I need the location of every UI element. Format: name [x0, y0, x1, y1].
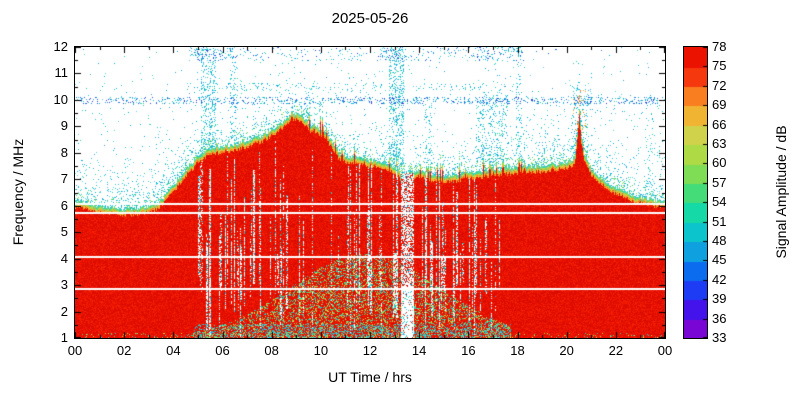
colorbar-tick-label: 42: [712, 271, 727, 287]
x-tick-label: 06: [215, 343, 230, 358]
x-tick-label: 10: [313, 343, 329, 358]
x-tick-label: 02: [116, 343, 132, 358]
y-tick-label: 12: [53, 39, 68, 54]
colorbar-tick-label: 36: [712, 310, 727, 326]
plot-area: [74, 46, 666, 339]
colorbar-canvas: [684, 47, 707, 338]
y-tick-label: 4: [60, 250, 68, 266]
x-tick-label: 00: [657, 343, 673, 358]
colorbar-tick-label: 33: [712, 330, 727, 345]
x-tick-label: 14: [411, 343, 427, 358]
colorbar-tick-label: 48: [712, 233, 727, 248]
colorbar-tick-label: 57: [712, 174, 727, 190]
colorbar-tick-label: 51: [712, 213, 727, 229]
colorbar-tick-label: 66: [712, 116, 727, 132]
x-tick-label: 12: [362, 343, 378, 358]
heatmap-canvas: [75, 47, 665, 338]
colorbar-tick-label: 72: [712, 77, 727, 93]
x-axis-label: UT Time / hrs: [328, 369, 412, 385]
y-tick-label: 6: [60, 197, 68, 213]
x-tick-label: 16: [461, 343, 476, 358]
x-tick-label: 04: [166, 343, 181, 358]
x-tick-label: 08: [264, 343, 279, 358]
colorbar-tick-label: 75: [712, 58, 727, 74]
colorbar-tick-label: 39: [712, 291, 727, 307]
y-tick-label: 7: [60, 171, 68, 187]
y-axis-label: Frequency / MHz: [10, 138, 26, 246]
y-tick-label: 1: [60, 330, 68, 345]
y-tick-label: 11: [54, 65, 69, 81]
colorbar-tick-label: 45: [712, 252, 727, 268]
chart-title: 2025-05-26: [331, 10, 409, 27]
colorbar-tick-label: 54: [712, 194, 727, 210]
y-tick-label: 5: [60, 224, 68, 240]
y-tick-label: 8: [60, 144, 68, 160]
x-tick-label: 00: [67, 343, 83, 358]
colorbar-tick-label: 78: [712, 39, 727, 54]
colorbar-tick-label: 69: [712, 97, 727, 113]
x-tick-label: 20: [559, 343, 574, 358]
x-tick-label: 18: [510, 343, 525, 358]
y-tick-label: 2: [60, 303, 68, 319]
colorbar: [683, 46, 708, 339]
colorbar-tick-label: 63: [712, 136, 727, 151]
y-tick-label: 10: [53, 91, 68, 107]
colorbar-tick-label: 60: [712, 155, 727, 171]
colorbar-axis-label: Signal Amplitude / dB: [773, 125, 789, 259]
x-tick-label: 22: [608, 343, 624, 358]
y-tick-label: 3: [60, 277, 68, 293]
y-tick-label: 9: [60, 118, 68, 134]
